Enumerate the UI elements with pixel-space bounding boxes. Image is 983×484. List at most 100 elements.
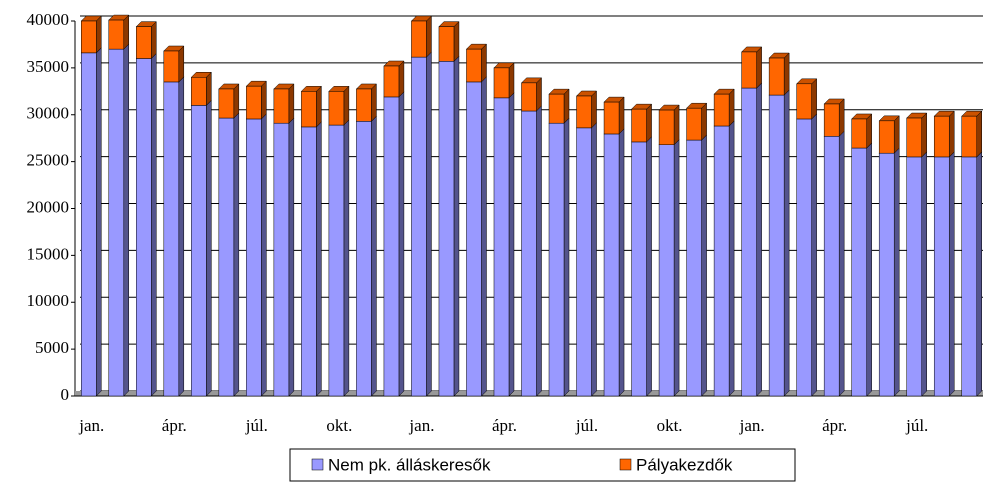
bar-face: [316, 121, 322, 397]
bar-segment: [273, 117, 295, 397]
y-tick-label: 5000: [35, 338, 69, 357]
bar-face: [768, 57, 785, 96]
bar-face: [686, 107, 702, 141]
bar-face: [81, 20, 97, 54]
bar-segment: [383, 91, 405, 397]
bar-face: [96, 15, 102, 54]
bar-face: [673, 104, 680, 146]
bar-face: [151, 52, 157, 397]
bar-face: [343, 119, 350, 397]
bar-face: [728, 120, 735, 397]
bar-face: [316, 85, 322, 128]
bar-face: [343, 85, 350, 126]
bar-segment: [108, 14, 130, 50]
bar-segment: [300, 85, 322, 128]
bar-segment: [575, 122, 598, 397]
x-tick-label: júl.: [575, 416, 598, 435]
bar-face: [548, 122, 565, 397]
bar-face: [123, 43, 130, 397]
bar-face: [438, 61, 455, 397]
bar-face: [866, 142, 872, 397]
bar-face: [646, 136, 652, 397]
bar-segment: [273, 83, 295, 124]
bar-face: [328, 91, 345, 126]
bar-face: [136, 58, 152, 397]
bar-segment: [741, 46, 763, 89]
bar-face: [713, 93, 730, 127]
bar-face: [273, 122, 290, 397]
legend-box: [289, 448, 796, 482]
bar-segment: [685, 134, 708, 397]
bar-segment: [933, 151, 955, 397]
bar-face: [191, 105, 207, 397]
bar-face: [536, 105, 542, 397]
bar-face: [563, 88, 570, 124]
bar-face: [136, 26, 152, 59]
bar-face: [288, 117, 295, 397]
bar-face: [576, 127, 592, 397]
bar-face: [123, 14, 130, 50]
bar-face: [783, 52, 790, 96]
bar-segment: [878, 115, 900, 154]
bar-face: [261, 113, 267, 397]
bar-face: [178, 45, 185, 83]
bar-segment: [355, 115, 378, 397]
y-tick-label: 40000: [27, 10, 70, 29]
bar-segment: [630, 136, 653, 397]
bar-segment: [713, 120, 735, 397]
bar-face: [261, 80, 267, 120]
bar-face: [453, 21, 460, 62]
bar-face: [646, 103, 652, 143]
x-tick-label: júl.: [245, 416, 268, 435]
legend-swatch: [311, 458, 324, 471]
bar-segment: [328, 85, 350, 126]
bar-face: [823, 103, 840, 137]
bar-face: [796, 83, 812, 120]
bar-face: [576, 95, 592, 129]
bar-segment: [300, 121, 322, 397]
bar-face: [466, 48, 482, 83]
bar-segment: [933, 110, 955, 158]
bar-segment: [823, 98, 845, 137]
bar-segment: [438, 21, 460, 62]
bar-face: [893, 115, 900, 154]
bar-face: [288, 83, 295, 124]
bar-face: [658, 109, 675, 145]
bar-segment: [603, 96, 625, 135]
bar-face: [356, 88, 372, 122]
bar-face: [961, 156, 977, 397]
bar-face: [728, 88, 735, 127]
bar-segment: [741, 82, 763, 397]
x-tick-label: okt.: [326, 416, 352, 435]
bar-segment: [658, 104, 680, 146]
bar-face: [851, 147, 867, 397]
bar-segment: [163, 45, 185, 83]
bar-segment: [548, 88, 570, 124]
bar-face: [548, 93, 565, 124]
bar-face: [741, 51, 757, 89]
bar-segment: [218, 83, 240, 119]
bar-face: [783, 89, 790, 397]
bar-segment: [520, 105, 543, 397]
bar-segment: [906, 151, 928, 397]
bar-face: [618, 128, 625, 397]
bar-face: [976, 151, 982, 397]
bar-face: [383, 65, 400, 98]
bar-face: [933, 115, 950, 158]
y-tick-label: 30000: [27, 104, 70, 123]
bar-segment: [190, 99, 212, 397]
bar-face: [631, 108, 647, 143]
bar-face: [151, 21, 157, 60]
bar-face: [521, 110, 537, 397]
bar-face: [921, 112, 927, 158]
bar-face: [701, 134, 707, 397]
bar-face: [398, 60, 405, 98]
bar-face: [521, 82, 537, 112]
bar-face: [81, 52, 97, 397]
bar-face: [631, 141, 647, 397]
bar-face: [246, 85, 262, 120]
bar-segment: [851, 142, 873, 397]
bar-face: [481, 43, 487, 83]
bar-face: [233, 112, 240, 397]
bar-face: [328, 124, 345, 397]
